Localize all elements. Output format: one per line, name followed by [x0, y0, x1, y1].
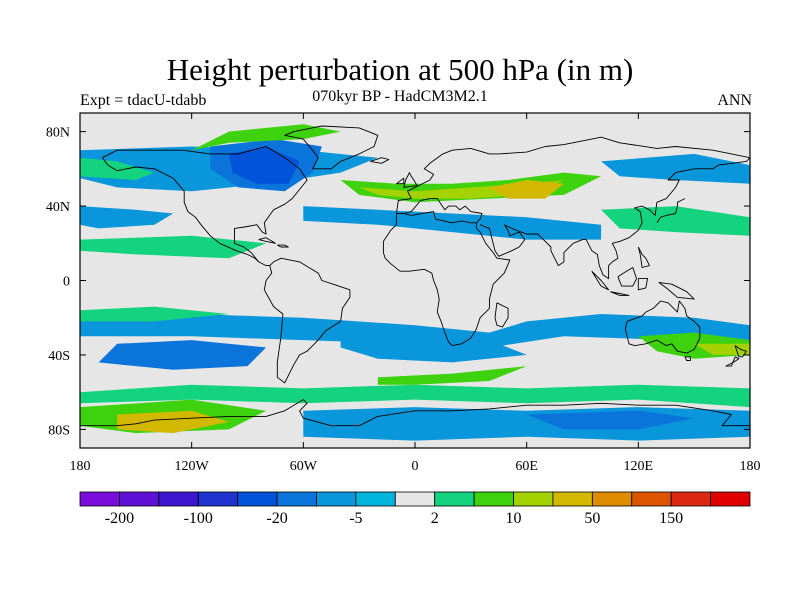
- coastline-12: [734, 345, 747, 358]
- coastline-26: [277, 244, 289, 248]
- contour-region-7: [489, 180, 564, 199]
- colorbar-swatch: [434, 491, 475, 507]
- contour-region-17: [80, 384, 750, 408]
- x-tick-label: 120E: [624, 459, 654, 474]
- coastline-5: [382, 222, 511, 347]
- colorbar-label: 10: [506, 510, 522, 527]
- colorbar-swatch: [710, 491, 751, 507]
- colorbar-swatch: [670, 491, 711, 507]
- coastline-19: [591, 270, 610, 291]
- y-tick-label: 80N: [46, 126, 70, 141]
- coastline-11: [684, 356, 691, 361]
- contour-region-24: [377, 366, 527, 385]
- season-label: ANN: [717, 92, 752, 109]
- colorbar-swatch: [394, 491, 436, 507]
- contour-region-9: [601, 153, 750, 184]
- colorbar-swatch: [197, 491, 239, 507]
- coastline-17: [396, 177, 405, 185]
- coastline-16: [403, 172, 418, 188]
- coastline-1: [101, 157, 260, 263]
- coastline-20: [610, 291, 630, 296]
- contour-fill-layer: [80, 124, 750, 441]
- y-tick-label: 80S: [48, 423, 70, 438]
- coastline-13: [725, 356, 740, 367]
- x-tick-label: 180: [70, 459, 91, 474]
- contour-region-10: [601, 206, 750, 236]
- y-tick-label: 40N: [46, 200, 70, 215]
- colorbar-swatch: [355, 491, 396, 507]
- experiment-label: Expt = tdacU-tdabb: [80, 92, 207, 109]
- coastline-14: [494, 302, 509, 328]
- coastline-8: [504, 157, 750, 280]
- colorbar-swatch: [119, 491, 160, 507]
- coastline-6: [383, 213, 397, 242]
- coastline-15: [80, 399, 750, 427]
- coastline-21: [617, 267, 637, 287]
- contour-region-15: [98, 340, 267, 370]
- contour-region-12: [80, 235, 267, 259]
- y-tick-label: 40S: [48, 349, 70, 364]
- colorbar-label: -20: [266, 510, 287, 527]
- contour-region-11: [80, 206, 174, 229]
- x-tick-label: 60E: [515, 459, 538, 474]
- colorbar-label: -100: [184, 510, 213, 527]
- colorbar: -200 -100 -20 -5 2 10 50 150: [79, 491, 751, 527]
- colorbar-swatch: [237, 491, 278, 507]
- colorbar-label: -200: [105, 510, 134, 527]
- x-tick-label: 180: [740, 459, 761, 474]
- map-plot-area: [80, 113, 750, 448]
- coastline-7: [479, 224, 526, 257]
- colorbar-label: -5: [349, 510, 362, 527]
- colorbar-swatch: [473, 491, 514, 507]
- coastline-25: [258, 237, 276, 244]
- x-tick-label: 120W: [175, 459, 210, 474]
- coastline-2: [284, 125, 379, 170]
- x-tick-label: 60W: [290, 459, 318, 474]
- colorbar-swatch: [276, 491, 317, 507]
- colorbar-label: 2: [431, 510, 439, 527]
- coastline-18: [370, 157, 390, 164]
- colorbar-label: 50: [584, 510, 600, 527]
- x-tick-label: 0: [412, 459, 419, 474]
- colorbar-swatch: [591, 491, 633, 507]
- map-axes: 180 120W 60W 0 60E 120E 180 80N 40N 0 40S 80S: [46, 113, 761, 474]
- map-title: Height perturbation at 500 hPa (in m): [166, 52, 634, 87]
- y-tick-label: 0: [63, 275, 70, 290]
- coastline-4: [396, 198, 483, 224]
- model-subtitle: 070kyr BP - HadCM3M2.1: [312, 88, 488, 105]
- contour-region-13: [80, 314, 750, 348]
- contour-region-19: [117, 410, 229, 434]
- coastline-22: [637, 278, 649, 291]
- colorbar-swatch: [158, 491, 199, 507]
- coastline-24: [637, 246, 650, 268]
- colorbar-swatch: [552, 491, 593, 507]
- coastline-0: [102, 146, 351, 384]
- colorbar-swatch: [513, 491, 554, 507]
- coastline-23: [658, 281, 695, 300]
- contour-region-4: [191, 124, 341, 151]
- contour-region-3: [80, 157, 155, 180]
- coastline-9: [656, 198, 686, 224]
- contour-region-21: [526, 410, 695, 430]
- coastline-10: [624, 300, 701, 354]
- colorbar-swatch: [631, 491, 672, 507]
- colorbar-swatch: [316, 491, 357, 507]
- colorbar-label: 150: [659, 510, 683, 527]
- coastline-3: [395, 136, 750, 214]
- contour-region-14: [80, 306, 229, 322]
- colorbar-swatch: [79, 491, 120, 507]
- coastline-layer: [80, 125, 750, 427]
- contour-region-20: [303, 407, 750, 441]
- contour-region-16: [340, 332, 527, 363]
